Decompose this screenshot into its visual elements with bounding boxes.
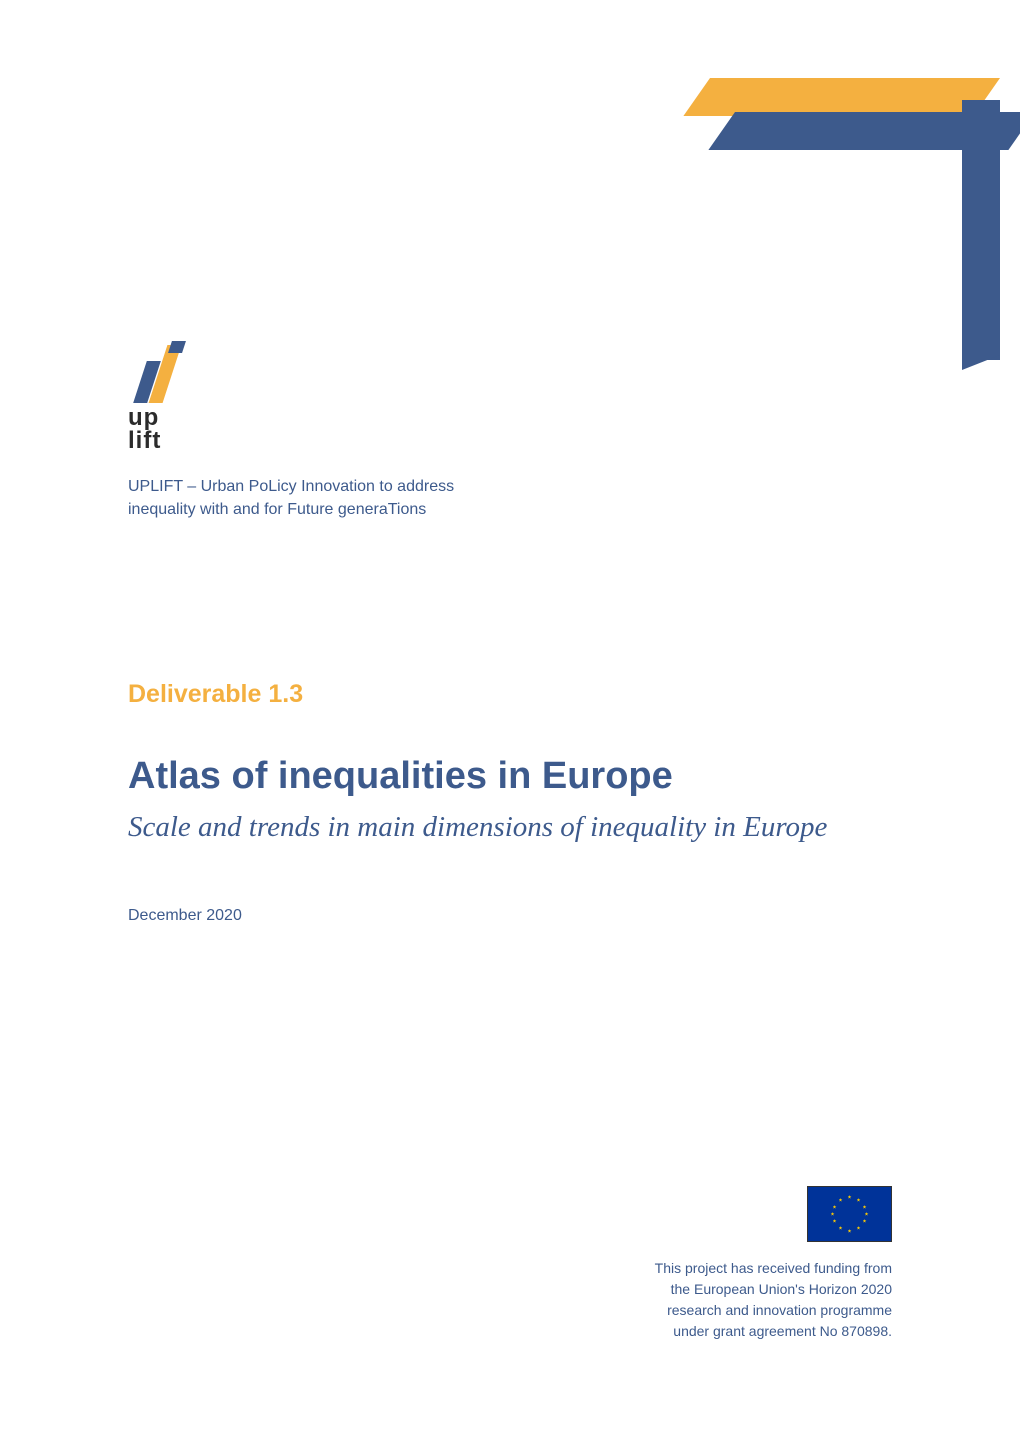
funding-text: This project has received funding from t… (655, 1258, 892, 1342)
project-description: UPLIFT – Urban PoLicy Innovation to addr… (128, 475, 454, 521)
logo-blue-accent (168, 341, 186, 353)
blue-vertical-bar (962, 100, 1000, 360)
funding-line1: This project has received funding from (655, 1258, 892, 1279)
project-desc-line1: UPLIFT – Urban PoLicy Innovation to addr… (128, 475, 454, 498)
logo-text-line2: lift (128, 430, 218, 453)
logo-text: up lift (128, 407, 218, 453)
funding-line4: under grant agreement No 870898. (655, 1321, 892, 1342)
funding-line3: research and innovation programme (655, 1300, 892, 1321)
document-date: December 2020 (128, 907, 242, 925)
deliverable-label: Deliverable 1.3 (128, 680, 303, 709)
corner-decoration (680, 0, 1020, 360)
eu-stars (831, 1195, 869, 1233)
document-title: Atlas of inequalities in Europe (128, 755, 673, 798)
funding-line2: the European Union's Horizon 2020 (655, 1279, 892, 1300)
blue-vertical-cap (962, 340, 1000, 370)
logo-icon (128, 335, 200, 403)
project-desc-line2: inequality with and for Future generaTio… (128, 498, 454, 521)
eu-funding-section: This project has received funding from t… (655, 1186, 892, 1342)
uplift-logo: up lift (128, 335, 218, 453)
yellow-stripe (683, 78, 1000, 116)
eu-flag-icon (807, 1186, 892, 1242)
document-subtitle: Scale and trends in main dimensions of i… (128, 808, 892, 847)
